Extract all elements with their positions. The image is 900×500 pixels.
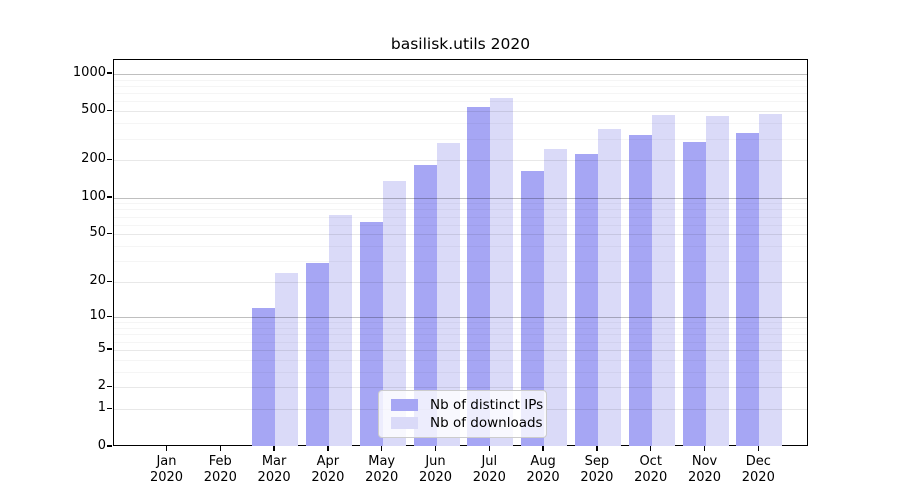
y-tick-mark <box>107 232 112 235</box>
y-tick-mark <box>107 445 112 447</box>
y-tick-label: 20 <box>89 273 106 289</box>
x-tick-label: Sep 2020 <box>580 454 614 485</box>
bar-mar-downloads <box>275 272 299 447</box>
bar-may-downloads <box>382 181 406 447</box>
legend-swatch-downloads <box>391 417 418 429</box>
bar-jul-downloads <box>490 98 514 447</box>
y-tick-mark <box>107 109 112 112</box>
bar-apr-ips <box>305 263 329 447</box>
x-tick-label: Dec 2020 <box>741 454 775 485</box>
bar-jun-downloads <box>436 142 460 447</box>
bar-dec-ips <box>736 133 760 447</box>
minor-gridline <box>114 123 807 125</box>
y-tick-label: 500 <box>81 102 106 118</box>
x-tick-label: Jan 2020 <box>149 454 184 485</box>
x-tick-label: Oct 2020 <box>634 454 668 485</box>
x-tick-label: Feb 2020 <box>203 454 237 485</box>
legend-entry-downloads: Nb of downloads <box>391 414 543 432</box>
bar-sep-ips <box>574 154 598 447</box>
bar-nov-ips <box>682 141 706 447</box>
legend-label-distinct-ips: Nb of distinct IPs <box>430 397 544 413</box>
y-tick-mark <box>107 315 112 318</box>
x-tick-mark <box>757 446 760 451</box>
x-tick-label: Aug 2020 <box>526 454 560 485</box>
y-tick-mark <box>107 385 112 388</box>
y-tick-mark <box>107 72 112 74</box>
minor-gridline <box>114 138 807 140</box>
legend-entry-distinct-ips: Nb of distinct IPs <box>391 396 543 414</box>
major-gridline <box>114 111 807 113</box>
minor-gridline <box>114 101 807 103</box>
x-tick-label: May 2020 <box>365 454 399 485</box>
bar-jul-ips <box>467 106 491 447</box>
x-tick-mark <box>219 446 222 451</box>
y-tick-mark <box>107 280 112 283</box>
bar-oct-ips <box>628 134 652 447</box>
x-tick-mark <box>273 446 275 451</box>
y-tick-label: 50 <box>89 225 106 241</box>
x-tick-label: Apr 2020 <box>311 454 345 485</box>
y-tick-label: 200 <box>81 151 106 167</box>
y-tick-mark <box>107 348 112 350</box>
bar-dec-downloads <box>759 114 783 447</box>
y-tick-label: 5 <box>97 340 106 356</box>
minor-gridline <box>114 79 807 81</box>
x-tick-mark <box>434 446 437 451</box>
major-gridline <box>114 73 807 75</box>
y-tick-label: 2 <box>97 378 106 394</box>
y-tick-label: 0 <box>97 437 106 453</box>
y-tick-label: 100 <box>81 188 106 204</box>
bar-aug-ips <box>521 171 545 447</box>
y-tick-label: 10 <box>89 308 106 324</box>
legend-label-downloads: Nb of downloads <box>430 415 543 431</box>
minor-gridline <box>114 93 807 95</box>
y-tick-mark <box>107 158 112 161</box>
bar-sep-downloads <box>597 128 621 447</box>
minor-gridline <box>114 85 807 87</box>
x-tick-mark <box>596 446 598 451</box>
x-tick-label: Jul 2020 <box>472 454 506 485</box>
bar-oct-downloads <box>651 115 675 447</box>
bar-jun-ips <box>413 165 437 447</box>
y-tick-label: 1000 <box>72 64 106 80</box>
chart-title: basilisk.utils 2020 <box>390 35 531 53</box>
legend-swatch-distinct-ips <box>391 399 418 411</box>
x-tick-label: Mar 2020 <box>257 454 291 485</box>
bar-apr-downloads <box>328 215 352 447</box>
plot-area <box>113 59 808 447</box>
x-tick-label: Nov 2020 <box>687 454 722 485</box>
x-tick-label: Jun 2020 <box>418 454 453 485</box>
x-tick-mark <box>488 446 491 451</box>
x-tick-mark <box>542 446 544 451</box>
x-tick-mark <box>327 446 329 451</box>
bar-may-ips <box>359 222 383 447</box>
y-tick-mark <box>107 407 112 410</box>
legend: Nb of distinct IPs Nb of downloads <box>378 390 547 438</box>
x-tick-mark <box>380 446 383 451</box>
bar-mar-ips <box>252 308 276 447</box>
y-tick-mark <box>107 196 112 198</box>
x-tick-mark <box>649 446 652 451</box>
bar-nov-downloads <box>705 116 729 447</box>
bar-aug-downloads <box>544 149 568 447</box>
x-tick-mark <box>165 446 168 451</box>
y-tick-label: 1 <box>97 400 106 416</box>
x-tick-mark <box>703 446 706 451</box>
